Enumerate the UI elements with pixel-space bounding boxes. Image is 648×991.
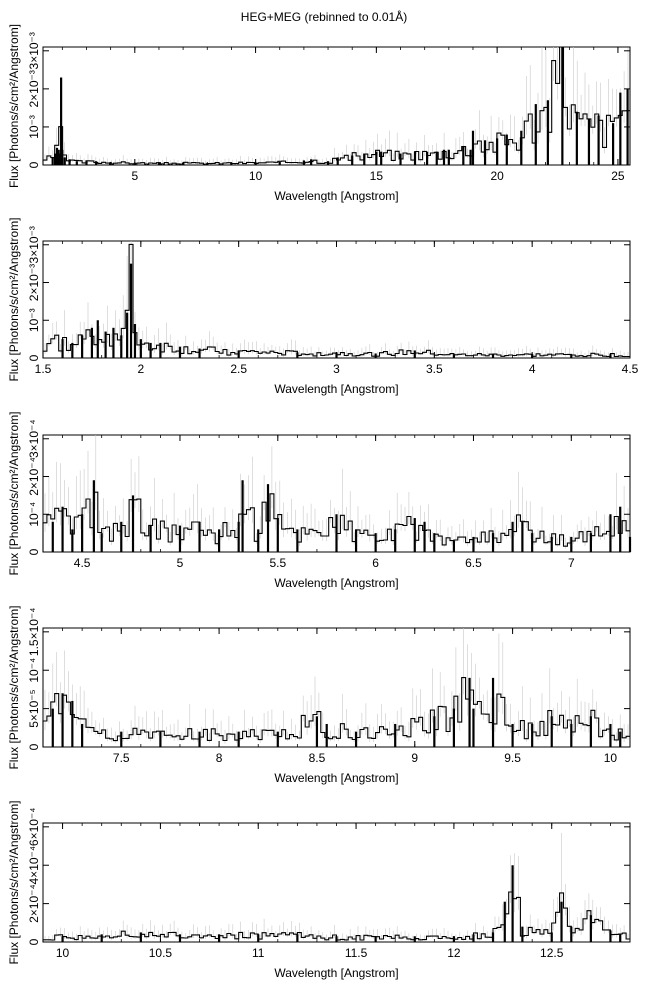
panel-3-xtick-label: 9 — [411, 751, 418, 765]
panel-1-ytick-label: 0 — [27, 354, 41, 361]
panel-4-ytick-label: 6×10⁻⁴ — [27, 808, 41, 847]
panel-4-xtick-label: 12.5 — [540, 946, 564, 960]
panel-3-y-axis-label: Flux [Photons/s/cm²/Angstrom] — [7, 605, 21, 769]
panel-0-spectrum-histogram — [42, 46, 630, 165]
panel-4-xtick-label: 11 — [252, 946, 265, 960]
panel-0-ytick-label: 0 — [27, 161, 41, 168]
panel-4-xtick-label: 12 — [447, 946, 461, 960]
panel-3-ytick-label: 0 — [27, 743, 41, 750]
panel-4-ytick-label: 0 — [27, 938, 41, 945]
figure-title: HEG+MEG (rebinned to 0.01Å) — [240, 10, 408, 24]
panel-3-x-axis-label: Wavelength [Angstrom] — [274, 771, 398, 785]
panel-4-xtick-label: 10.5 — [149, 946, 173, 960]
panel-0-xtick-label: 10 — [249, 169, 263, 183]
panel-2-xtick-label: 5.5 — [269, 556, 286, 570]
panel-4-y-axis-label: Flux [Photons/s/cm²/Angstrom] — [7, 800, 21, 964]
panel-3-ytick-label: 5×10⁻⁵ — [27, 689, 41, 727]
panel-3-ytick-label: 10⁻⁴ — [27, 658, 41, 683]
panel-4-xtick-label: 11.5 — [345, 946, 368, 960]
panel-2-ytick-label: 2×10⁻⁴ — [27, 457, 41, 496]
panel-2-x-axis-label: Wavelength [Angstrom] — [274, 576, 398, 590]
panel-2-xtick-label: 6 — [372, 556, 379, 570]
panel-1-ytick-label: 3×10⁻³ — [27, 226, 41, 263]
panel-3-xtick-label: 7.5 — [113, 751, 130, 765]
panel-3-xtick-label: 8.5 — [309, 751, 326, 765]
panel-4-xtick-label: 10 — [56, 946, 70, 960]
panel-1-ytick-label: 2×10⁻³ — [27, 264, 41, 301]
panel-1-xtick-label: 2.5 — [230, 362, 247, 376]
panel-4-x-axis-label: Wavelength [Angstrom] — [274, 966, 398, 980]
panel-1-y-axis-label: Flux [Photons/s/cm²/Angstrom] — [7, 217, 21, 381]
panel-1-xtick-label: 4.5 — [622, 362, 639, 376]
panel-0-ytick-label: 2×10⁻³ — [27, 70, 41, 107]
panel-4-ytick-label: 2×10⁻⁴ — [27, 884, 41, 923]
panel-0-xtick-label: 25 — [611, 169, 625, 183]
panel-2-xtick-label: 4.5 — [74, 556, 91, 570]
panel-0-ytick-label: 10⁻³ — [27, 115, 41, 139]
panel-2-xtick-label: 6.5 — [465, 556, 482, 570]
panel-0-frame — [42, 46, 631, 166]
panel-1-xtick-label: 3 — [333, 362, 340, 376]
panel-2-ytick-label: 3×10⁻⁴ — [27, 420, 41, 459]
panel-2-xtick-label: 7 — [568, 556, 575, 570]
panel-3-xtick-label: 9.5 — [504, 751, 521, 765]
panel-1-ytick-label: 10⁻³ — [27, 308, 41, 332]
panel-0-x-axis-label: Wavelength [Angstrom] — [274, 189, 398, 203]
panel-1-xtick-label: 1.5 — [35, 362, 52, 376]
panel-3-ytick-label: 1.5×10⁻⁴ — [27, 608, 41, 657]
panel-3-xtick-label: 10 — [604, 751, 618, 765]
panel-1-xtick-label: 4 — [529, 362, 536, 376]
panel-1-xtick-label: 3.5 — [426, 362, 443, 376]
panel-2-ytick-label: 0 — [27, 548, 41, 555]
panel-0-ytick-label: 3×10⁻³ — [27, 32, 41, 69]
panel-0-xtick-label: 5 — [131, 169, 138, 183]
panel-0-xtick-label: 15 — [370, 169, 384, 183]
panel-2-y-axis-label: Flux [Photons/s/cm²/Angstrom] — [7, 411, 21, 575]
panel-1-xtick-label: 2 — [137, 362, 144, 376]
panel-2-ytick-label: 10⁻⁴ — [27, 502, 41, 527]
panel-3-xtick-label: 8 — [216, 751, 223, 765]
panel-0-y-axis-label: Flux [Photons/s/cm²/Angstrom] — [7, 24, 21, 188]
panel-0-xtick-label: 20 — [490, 169, 504, 183]
panel-4-ytick-label: 4×10⁻⁴ — [27, 846, 41, 885]
panel-1-x-axis-label: Wavelength [Angstrom] — [274, 382, 398, 396]
panel-2-xtick-label: 5 — [177, 556, 184, 570]
